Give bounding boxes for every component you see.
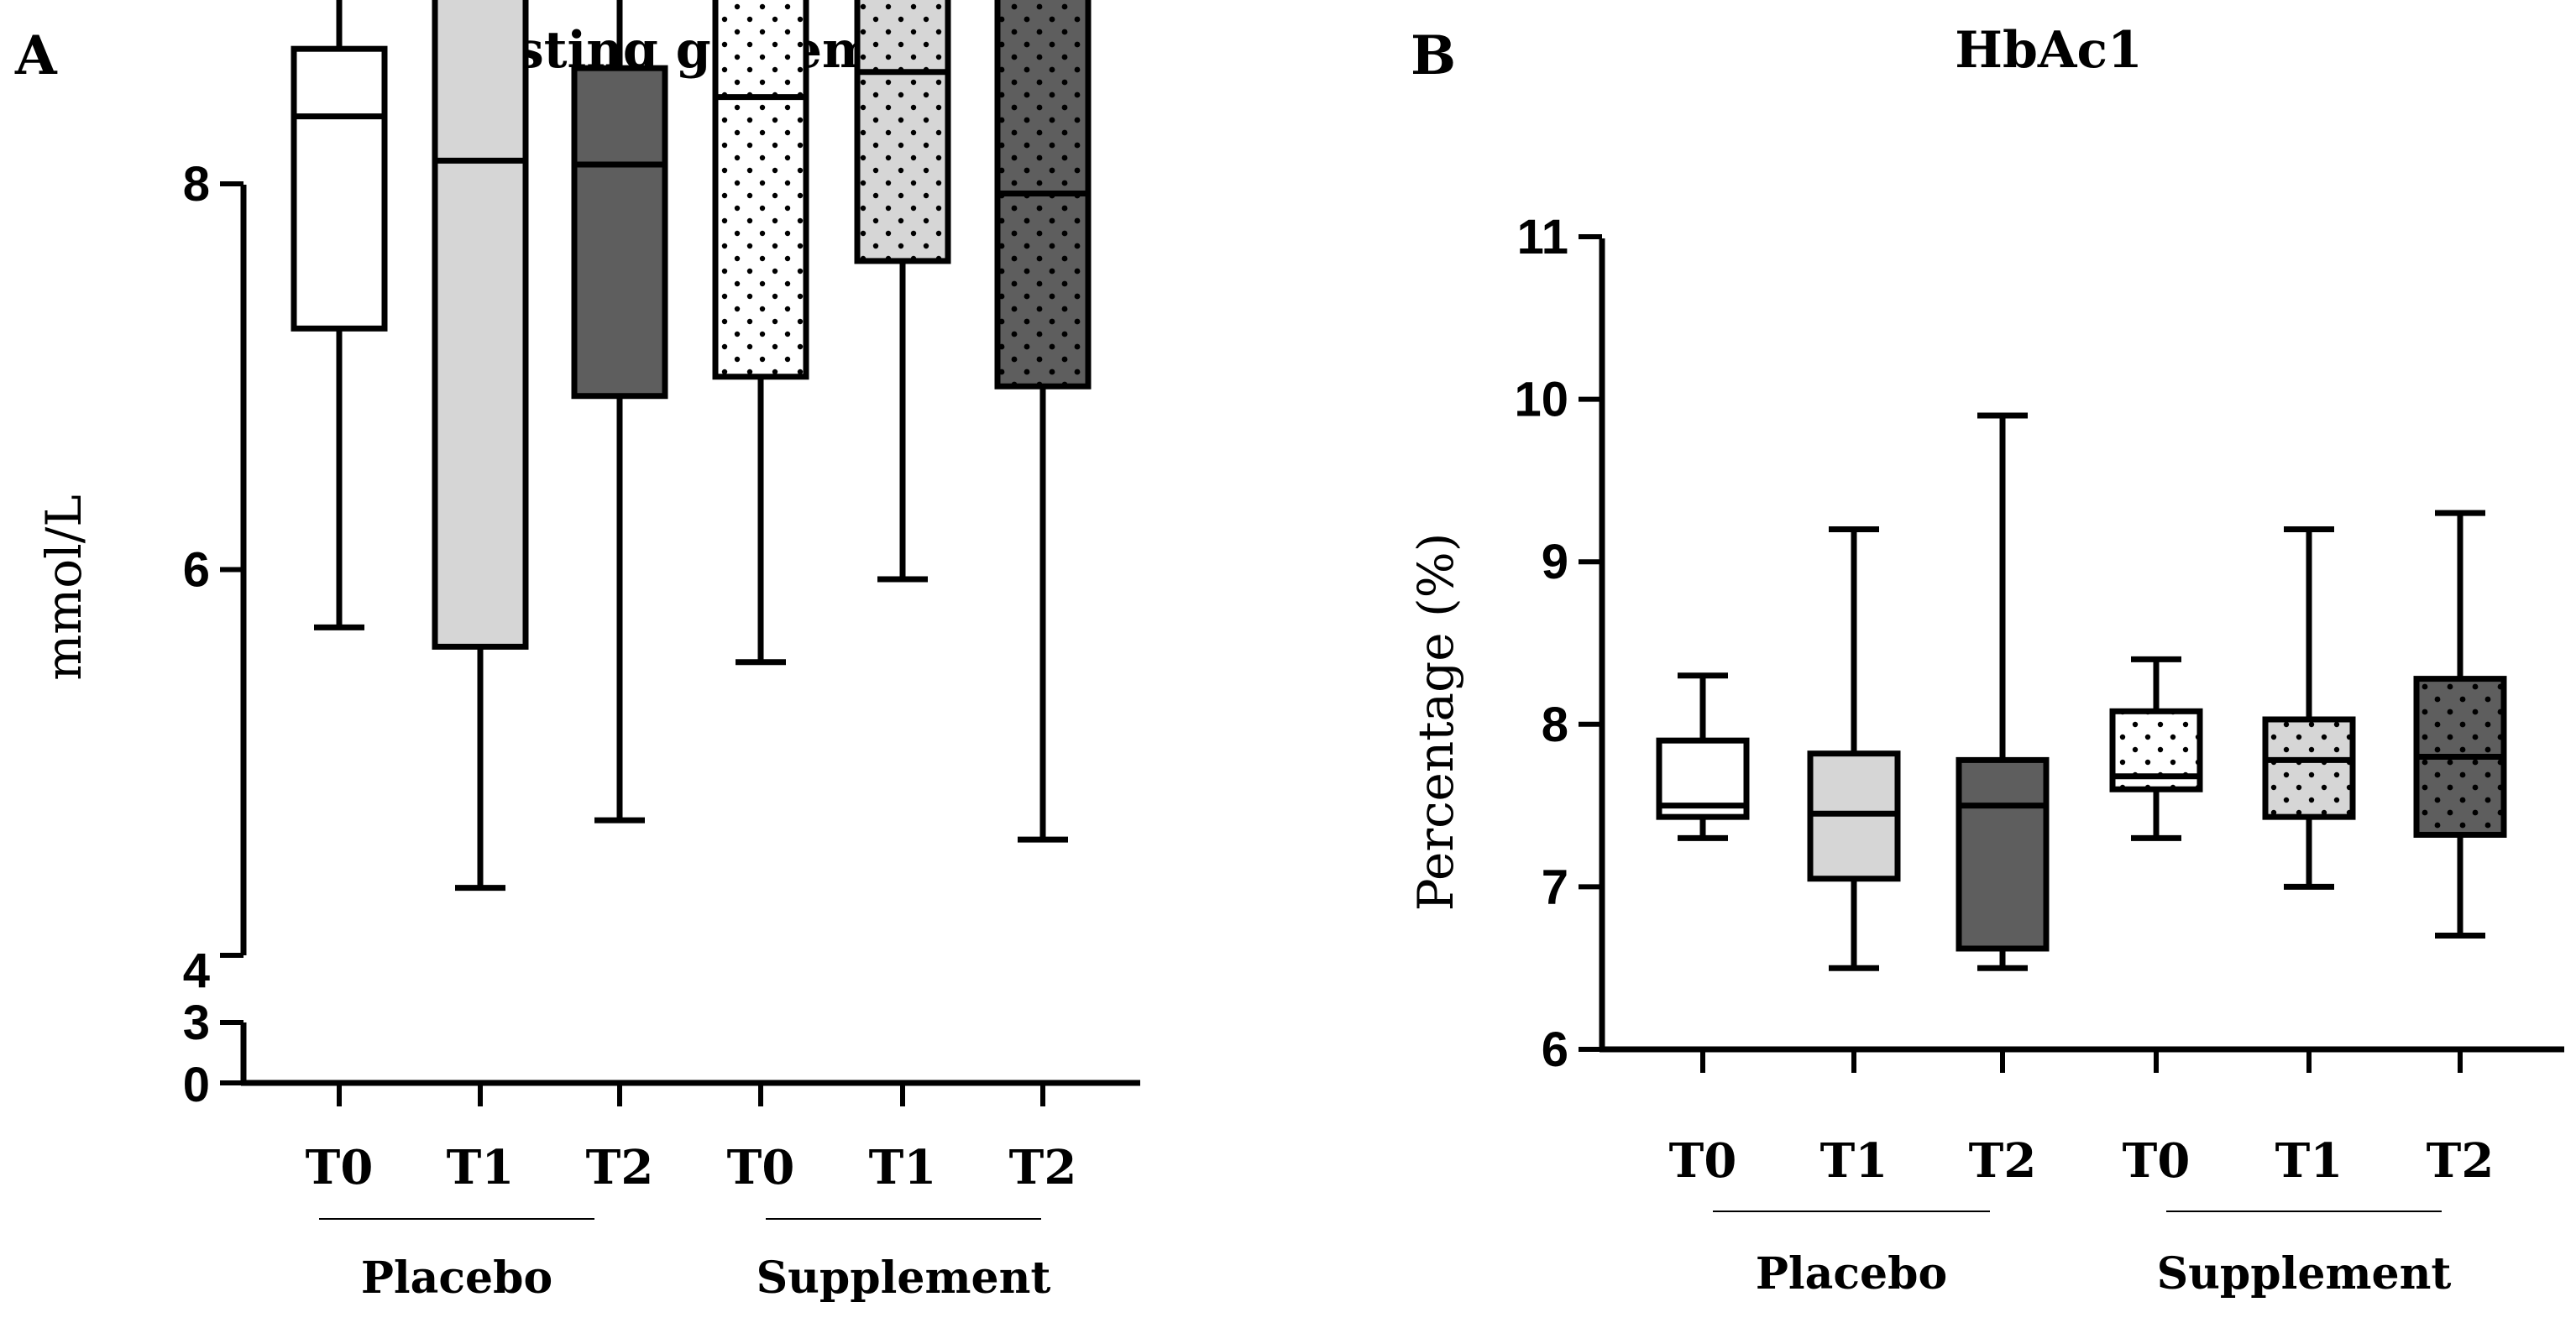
panel-a-y-tick-label: 4 xyxy=(183,944,210,998)
panel-a-y-tick-label: 0 xyxy=(183,1058,210,1112)
panel-b-box-4 xyxy=(2109,656,2203,841)
panel-b-y-tick-label: 11 xyxy=(1517,210,1568,264)
panel-b-x-tick-label: T2 xyxy=(1969,1133,2037,1189)
panel-b-x-tick-label: T0 xyxy=(1669,1133,1737,1189)
box-fill xyxy=(435,0,526,647)
panel-b-x-tick-label: T1 xyxy=(1820,1133,1888,1189)
box-outline xyxy=(2262,716,2356,820)
box-fill xyxy=(1959,760,2046,949)
panel-a-box-3 xyxy=(571,0,668,824)
panel-b-y-tick-label: 10 xyxy=(1514,373,1568,427)
box-dot-pattern xyxy=(2265,719,2353,818)
box-outline xyxy=(1956,756,2050,952)
panel-b-group-label: Placebo xyxy=(1756,1248,1947,1299)
panel-b-box-5 xyxy=(2262,526,2356,890)
panel-a-box-6 xyxy=(994,0,1092,843)
box-dot-pattern xyxy=(715,0,806,377)
panel-a-box-5 xyxy=(854,0,951,583)
panel-b-y-tick-label: 8 xyxy=(1542,698,1568,752)
panel-a-box-2 xyxy=(432,0,529,892)
panel-a-x-tick-label: T0 xyxy=(727,1140,795,1195)
panel-b-y-tick-label: 9 xyxy=(1542,535,1568,589)
panel-a-plot: 121086430T0T1T2T0T1T2PlaceboSupplement xyxy=(183,0,1140,1304)
box-outline xyxy=(712,0,809,380)
panel-b-x-tick-label: T1 xyxy=(2275,1133,2343,1189)
panel-a-x-tick-label: T1 xyxy=(447,1140,515,1195)
panel-b-box-3 xyxy=(1956,412,2050,971)
panel-a-group-label: Supplement xyxy=(757,1252,1051,1304)
panel-a-ylabel: mmol/L xyxy=(35,494,92,681)
panel-a-x-tick-label: T2 xyxy=(1009,1140,1077,1195)
panel-b-group-label: Supplement xyxy=(2157,1248,2452,1299)
panel-b-x-tick-label: T0 xyxy=(2123,1133,2191,1189)
box-outline xyxy=(571,65,668,400)
panel-b-x-tick-label: T2 xyxy=(2427,1133,2495,1189)
panel-a-box-4 xyxy=(712,0,809,666)
panel-a-x-tick-label: T1 xyxy=(869,1140,937,1195)
panel-a-x-tick-label: T0 xyxy=(306,1140,374,1195)
panel-b-plot: 11 10 9 8 7 6 T0 T1 T2 T0 T1 T2 Placebo Supplement xyxy=(1514,210,2564,1299)
panel-b-title: HbAc1 xyxy=(1955,21,2142,80)
box-outline xyxy=(1656,737,1750,820)
panel-a-title: Fasting glycemia xyxy=(450,21,927,80)
panel-b-box-2 xyxy=(1807,526,1901,971)
panel-a-y-tick-label: 8 xyxy=(183,157,210,212)
panel-b-letter: B xyxy=(1411,24,1456,87)
box-fill xyxy=(574,68,665,396)
box-outline xyxy=(291,45,388,332)
panel-b-y-tick-label: 7 xyxy=(1542,860,1568,914)
panel-b-box-1 xyxy=(1656,672,1750,841)
panel-b-y-tick-label: 6 xyxy=(1542,1022,1568,1077)
box-outline xyxy=(432,0,529,650)
box-outline xyxy=(854,0,951,264)
panel-b-ylabel: Percentage (%) xyxy=(1407,533,1464,912)
panel-b-box-6 xyxy=(2413,510,2507,939)
box-outline xyxy=(994,0,1092,390)
box-fill xyxy=(294,49,385,329)
panel-a-y-tick-label: 3 xyxy=(183,996,210,1050)
panel-a-letter: A xyxy=(14,24,58,87)
box-dot-pattern xyxy=(857,0,948,261)
panel-a-group-label: Placebo xyxy=(361,1252,552,1304)
panel-a-x-tick-label: T2 xyxy=(586,1140,654,1195)
box-outline xyxy=(2109,708,2203,792)
panel-a-box-1 xyxy=(291,0,388,630)
panel-a-y-tick-label: 6 xyxy=(183,543,210,598)
